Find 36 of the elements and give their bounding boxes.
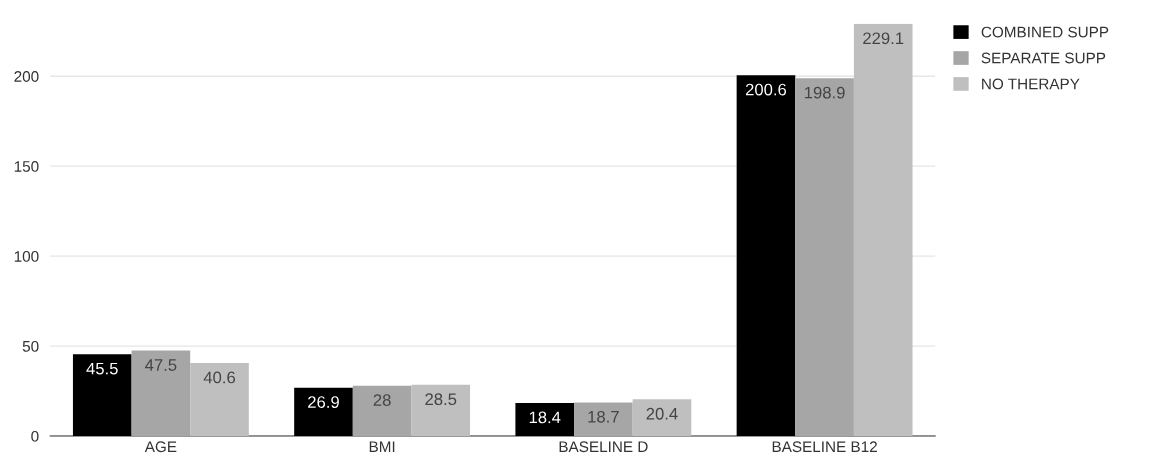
data-label: 40.6: [203, 371, 235, 384]
bar: [632, 399, 692, 437]
data-label: 200.6: [745, 83, 787, 96]
y-tick-label: 150: [14, 161, 39, 172]
x-tick-label: BASELINE B12: [772, 441, 877, 453]
legend-label: NO THERAPY: [982, 78, 1080, 90]
data-label: 45.5: [86, 362, 118, 375]
y-tick-label: 50: [22, 340, 39, 352]
data-label: 229.1: [863, 32, 904, 45]
data-label: 26.9: [308, 396, 339, 408]
data-label: 18.7: [588, 410, 619, 423]
legend-label: COMBINED SUPP: [981, 26, 1109, 38]
data-label: 47.5: [145, 359, 177, 371]
bar: [853, 23, 913, 437]
y-tick-label: 200: [14, 71, 39, 82]
bar: [411, 384, 471, 437]
data-label: 28.5: [425, 393, 457, 406]
x-tick-label: AGE: [144, 441, 177, 453]
bar: [574, 402, 633, 437]
bar: [294, 387, 353, 437]
x-tick-label: BMI: [369, 441, 395, 452]
bar: [736, 75, 796, 437]
bar: [515, 402, 575, 437]
bar: [72, 354, 132, 437]
bar: [352, 385, 412, 437]
bar: [795, 78, 854, 437]
data-label: 198.9: [805, 86, 845, 99]
data-label: 20.4: [646, 407, 678, 420]
legend-label: SEPARATE SUPP: [981, 52, 1106, 64]
data-label: 28: [373, 394, 391, 406]
bar: [190, 363, 249, 437]
y-tick-label: 100: [14, 251, 39, 262]
data-label: 18.4: [529, 411, 561, 424]
bar: [131, 350, 191, 437]
y-tick-label: 0: [31, 430, 39, 442]
x-tick-label: BASELINE D: [559, 441, 648, 453]
